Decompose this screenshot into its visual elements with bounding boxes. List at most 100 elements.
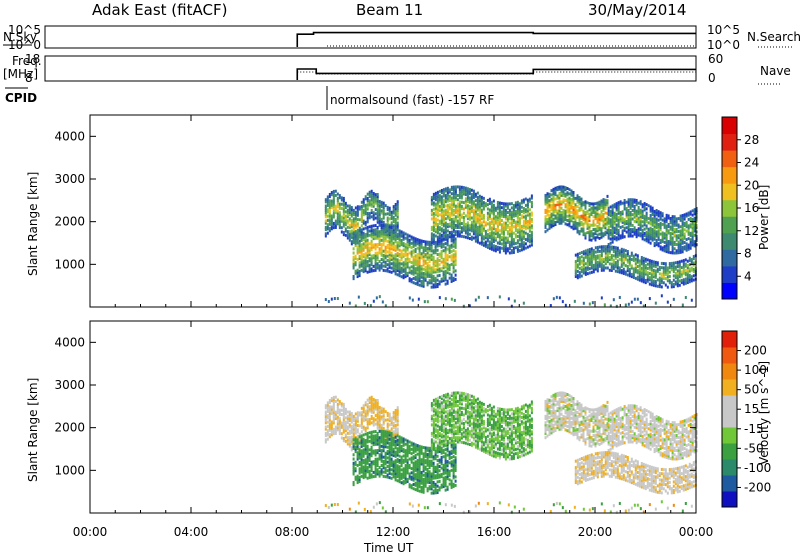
echo-power-cell <box>451 244 453 247</box>
echo-power-cell <box>373 269 375 272</box>
echo-power-cell <box>363 242 365 245</box>
echo-power-cell <box>345 227 347 230</box>
echo-power-cell <box>449 203 451 206</box>
echo-power-cell <box>529 245 531 248</box>
echo-power-cell <box>359 229 361 232</box>
echo-power-cell <box>629 255 631 258</box>
echo-power-cell <box>437 219 439 222</box>
echo-velocity-cell <box>353 423 355 426</box>
echo-power-cell <box>376 296 378 299</box>
echo-power-cell <box>593 264 595 267</box>
echo-power-cell <box>363 209 365 212</box>
echo-velocity-cell <box>361 411 363 414</box>
echo-power-cell <box>637 254 639 257</box>
echo-power-cell <box>353 252 355 255</box>
echo-velocity-cell <box>353 453 355 456</box>
echo-power-cell <box>589 303 591 306</box>
echo-power-cell <box>341 216 343 219</box>
echo-power-cell <box>441 227 443 230</box>
echo-power-cell <box>382 300 384 303</box>
echo-power-cell <box>335 190 337 193</box>
echo-velocity-cell <box>369 397 371 400</box>
echo-velocity-cell <box>415 454 417 457</box>
echo-power-cell <box>357 205 359 208</box>
echo-velocity-cell <box>379 466 381 469</box>
echo-power-cell <box>377 262 379 265</box>
echo-power-cell <box>385 204 387 207</box>
echo-power-cell <box>636 210 638 213</box>
echo-power-cell <box>521 225 523 228</box>
echo-velocity-cell <box>327 421 329 424</box>
echo-power-cell <box>353 237 355 240</box>
echo-velocity-cell <box>417 444 419 447</box>
echo-power-cell <box>517 235 519 238</box>
echo-power-cell <box>583 210 585 213</box>
echo-power-cell <box>521 214 523 217</box>
echo-power-cell <box>545 209 547 212</box>
echo-power-cell <box>485 230 487 233</box>
echo-velocity-cell <box>363 433 365 436</box>
echo-power-cell <box>613 254 615 257</box>
echo-power-cell <box>639 259 641 262</box>
echo-power-cell <box>343 197 345 200</box>
echo-power-cell <box>591 271 593 274</box>
echo-power-cell <box>519 202 521 205</box>
echo-velocity-cell <box>385 475 387 478</box>
echo-velocity-cell <box>335 411 337 414</box>
echo-power-cell <box>353 217 355 220</box>
echo-power-cell <box>591 239 593 242</box>
echo-power-cell <box>525 215 527 218</box>
echo-velocity-cell <box>397 458 399 461</box>
echo-velocity-cell <box>367 432 369 435</box>
echo-power-cell <box>664 245 666 248</box>
echo-power-cell <box>483 201 485 204</box>
echo-power-cell <box>642 203 644 206</box>
echo-power-cell <box>690 223 692 226</box>
echo-power-cell <box>624 235 626 238</box>
echo-power-cell <box>549 193 551 196</box>
echo-power-cell <box>683 259 685 262</box>
echo-power-cell <box>673 274 675 277</box>
echo-velocity-cell <box>409 445 411 448</box>
echo-power-cell <box>411 278 413 281</box>
echo-velocity-cell <box>405 438 407 441</box>
echo-power-cell <box>441 195 443 198</box>
echo-power-cell <box>451 263 453 266</box>
echo-power-cell <box>616 202 618 205</box>
echo-velocity-cell <box>375 430 377 433</box>
echo-velocity-cell <box>363 448 365 451</box>
echo-power-cell <box>691 267 693 270</box>
echo-velocity-cell <box>351 446 353 449</box>
echo-power-cell <box>649 272 651 275</box>
echo-power-cell <box>555 215 557 218</box>
echo-power-cell <box>681 279 683 282</box>
echo-power-cell <box>369 191 371 194</box>
freq-tick-bottom: 8 <box>25 71 33 85</box>
echo-velocity-cell <box>387 423 389 426</box>
echo-velocity-cell <box>357 464 359 467</box>
echo-power-cell <box>640 232 642 235</box>
echo-power-cell <box>573 221 575 224</box>
echo-velocity-cell <box>343 403 345 406</box>
echo-power-cell <box>640 209 642 212</box>
echo-power-cell <box>487 229 489 232</box>
echo-velocity-cell <box>391 477 393 480</box>
echo-power-cell <box>387 263 389 266</box>
echo-velocity-cell <box>385 439 387 442</box>
echo-power-cell <box>431 209 433 212</box>
echo-power-cell <box>667 286 669 289</box>
echo-power-cell <box>553 218 555 221</box>
nsky-tick-bottom: 10^0 <box>8 38 41 52</box>
echo-power-cell <box>439 274 441 277</box>
beam-title: Beam 11 <box>356 1 423 19</box>
echo-power-cell <box>445 209 447 212</box>
echo-velocity-cell <box>381 449 383 452</box>
echo-power-cell <box>632 228 634 231</box>
echo-power-cell <box>455 215 457 218</box>
echo-power-cell <box>597 254 599 257</box>
echo-power-cell <box>622 210 624 213</box>
echo-power-cell <box>689 257 691 260</box>
echo-velocity-cell <box>387 461 389 464</box>
echo-power-cell <box>435 228 437 231</box>
echo-velocity-cell <box>333 428 335 431</box>
